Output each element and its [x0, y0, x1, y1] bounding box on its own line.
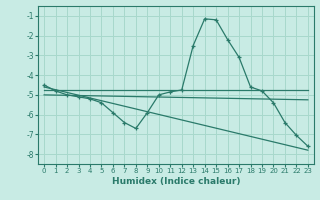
X-axis label: Humidex (Indice chaleur): Humidex (Indice chaleur): [112, 177, 240, 186]
